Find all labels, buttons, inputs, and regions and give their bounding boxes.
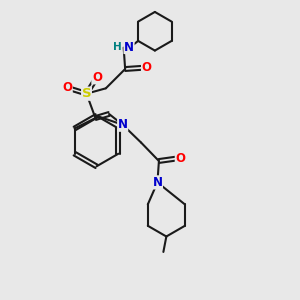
Text: N: N — [152, 176, 162, 189]
Text: S: S — [82, 87, 91, 100]
Text: N: N — [124, 40, 134, 53]
Text: N: N — [118, 118, 128, 131]
Text: O: O — [142, 61, 152, 74]
Text: O: O — [92, 71, 102, 84]
Text: O: O — [175, 152, 185, 164]
Text: O: O — [62, 81, 72, 94]
Text: H: H — [113, 42, 122, 52]
